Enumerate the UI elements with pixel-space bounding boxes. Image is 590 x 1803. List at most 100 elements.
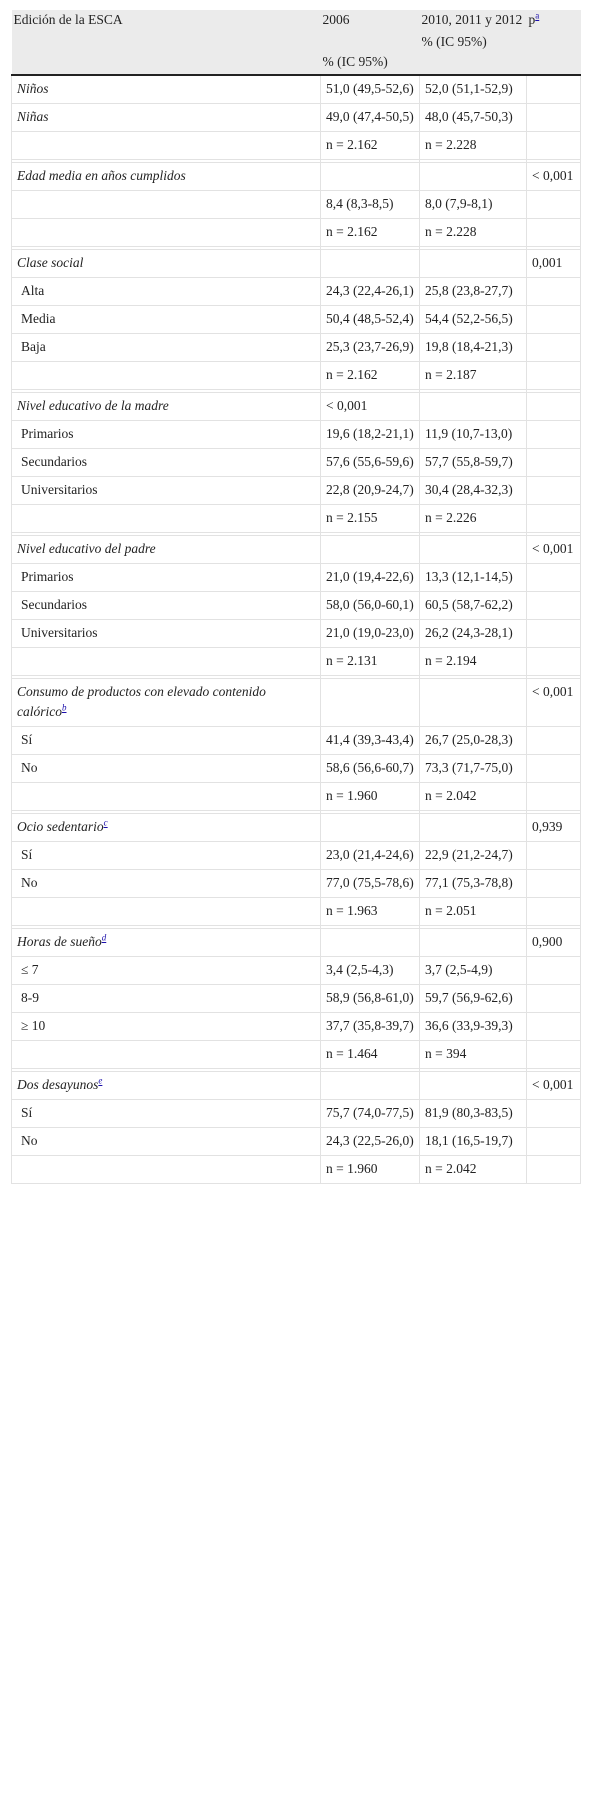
p-value-cell	[526, 74, 581, 104]
row-label: Media	[21, 311, 56, 326]
row-label: ≥ 10	[21, 1018, 46, 1033]
value-2010-2012-cell: 36,6 (33,9-39,3)	[419, 1012, 527, 1041]
value-2010-2012: 59,7 (56,9-62,6)	[425, 990, 513, 1005]
table-row: n = 2.162 n = 2.187	[11, 361, 581, 390]
value-2006-cell: n = 2.162	[320, 361, 420, 390]
footnote-e-link[interactable]: e	[98, 1075, 103, 1086]
value-2010-2012-cell: n = 2.226	[419, 504, 527, 533]
value-2006: 75,7 (74,0-77,5)	[326, 1105, 414, 1120]
value-2006-cell: 8,4 (8,3-8,5)	[320, 190, 420, 219]
table-row: Sí 75,7 (74,0-77,5) 81,9 (80,3-83,5)	[11, 1099, 581, 1128]
footnote-a-link[interactable]: a	[535, 10, 540, 21]
header-edicion: Edición de la ESCA	[11, 10, 321, 76]
row-label-cell: Niñas	[11, 103, 321, 132]
value-2010-2012-cell: 73,3 (71,7-75,0)	[419, 754, 527, 783]
value-2006: 21,0 (19,0-23,0)	[326, 625, 414, 640]
value-2006: n = 2.162	[326, 224, 378, 239]
value-2006-cell: 75,7 (74,0-77,5)	[320, 1099, 420, 1128]
value-2010-2012-cell: 3,7 (2,5-4,9)	[419, 956, 527, 985]
p-value-cell	[526, 392, 581, 421]
value-2006-cell: 19,6 (18,2-21,1)	[320, 420, 420, 449]
table-row: n = 1.963 n = 2.051	[11, 897, 581, 926]
row-label-cell	[11, 647, 321, 676]
value-2010-2012: n = 394	[425, 1046, 467, 1061]
value-2006: 51,0 (49,5-52,6)	[326, 81, 414, 96]
section-row: Niñas 49,0 (47,4-50,5) 48,0 (45,7-50,3)	[11, 103, 581, 132]
p-value-cell: 0,900	[526, 928, 581, 957]
header-2010-2012-label: 2010, 2011 y 2012	[421, 12, 523, 27]
p-value-cell	[526, 897, 581, 926]
p-value-cell	[526, 591, 581, 620]
table-row: Alta 24,3 (22,4-26,1) 25,8 (23,8-27,7)	[11, 277, 581, 306]
p-value-cell	[526, 1040, 581, 1069]
section-row: Ocio sedentarioc 0,939	[11, 813, 581, 842]
value-2010-2012-cell: n = 394	[419, 1040, 527, 1069]
p-value-cell	[526, 277, 581, 306]
p-value-cell	[526, 754, 581, 783]
table-row: ≥ 10 37,7 (35,8-39,7) 36,6 (33,9-39,3)	[11, 1012, 581, 1041]
p-value-cell	[526, 333, 581, 362]
p-value-cell	[526, 619, 581, 648]
p-value: 0,939	[532, 819, 563, 834]
value-2006: 37,7 (35,8-39,7)	[326, 1018, 414, 1033]
value-2010-2012-cell: 30,4 (28,4-32,3)	[419, 476, 527, 505]
value-2010-2012-cell	[419, 813, 527, 842]
row-label-cell	[11, 131, 321, 160]
value-2006-cell: n = 2.131	[320, 647, 420, 676]
row-label-cell: Media	[11, 305, 321, 334]
value-2010-2012: 73,3 (71,7-75,0)	[425, 760, 513, 775]
value-2006: 58,6 (56,6-60,7)	[326, 760, 414, 775]
value-2010-2012: 19,8 (18,4-21,3)	[425, 339, 513, 354]
table-row: Universitarios 21,0 (19,0-23,0) 26,2 (24,3…	[11, 619, 581, 648]
row-label-cell: Edad media en años cumplidos	[11, 162, 321, 191]
value-2006: 3,4 (2,5-4,3)	[326, 962, 394, 977]
footnote-d-link[interactable]: d	[101, 932, 107, 943]
header-row: Edición de la ESCA 2006 % (IC 95%) 2010,…	[11, 10, 581, 76]
value-2006-cell: < 0,001	[320, 392, 420, 421]
value-2006: 58,0 (56,0-60,1)	[326, 597, 414, 612]
value-2010-2012: 36,6 (33,9-39,3)	[425, 1018, 513, 1033]
value-2006-cell: n = 1.464	[320, 1040, 420, 1069]
table-row: No 77,0 (75,5-78,6) 77,1 (75,3-78,8)	[11, 869, 581, 898]
section-row: Nivel educativo del padre < 0,001	[11, 535, 581, 564]
value-2006-cell: n = 2.155	[320, 504, 420, 533]
value-2010-2012: 13,3 (12,1-14,5)	[425, 569, 513, 584]
value-2010-2012: 30,4 (28,4-32,3)	[425, 482, 513, 497]
section-row: Dos desayunose < 0,001	[11, 1071, 581, 1100]
value-2006: n = 1.960	[326, 788, 378, 803]
table-row: Media 50,4 (48,5-52,4) 54,4 (52,2-56,5)	[11, 305, 581, 334]
section-row: Edad media en años cumplidos < 0,001	[11, 162, 581, 191]
value-2006: n = 2.131	[326, 653, 378, 668]
table-row: n = 1.960 n = 2.042	[11, 1155, 581, 1184]
p-value-cell	[526, 420, 581, 449]
value-2006-cell: 41,4 (39,3-43,4)	[320, 726, 420, 755]
table-body: Niños 51,0 (49,5-52,6) 52,0 (51,1-52,9) Niñ…	[11, 74, 581, 1184]
row-label-cell	[11, 504, 321, 533]
section-title: Nivel educativo del padre	[17, 541, 156, 556]
header-p: pa	[526, 10, 581, 76]
p-value-cell	[526, 782, 581, 811]
row-label: Secundarios	[21, 454, 87, 469]
row-label-cell: Primarios	[11, 420, 321, 449]
row-label: Primarios	[21, 569, 74, 584]
table-row: n = 1.960 n = 2.042	[11, 782, 581, 811]
p-value-cell	[526, 1155, 581, 1184]
value-2006-cell: 57,6 (55,6-59,6)	[320, 448, 420, 477]
p-value: 0,900	[532, 934, 563, 949]
row-label: Universitarios	[21, 482, 98, 497]
table-row: n = 1.464 n = 394	[11, 1040, 581, 1069]
value-2010-2012-cell	[419, 249, 527, 278]
row-label-cell: Baja	[11, 333, 321, 362]
value-2006: 19,6 (18,2-21,1)	[326, 426, 414, 441]
value-2006-cell: 24,3 (22,4-26,1)	[320, 277, 420, 306]
p-value-cell	[526, 841, 581, 870]
p-value-cell	[526, 190, 581, 219]
value-2010-2012-cell	[419, 392, 527, 421]
footnote-c-link[interactable]: c	[103, 817, 108, 828]
section-title: Niñas	[17, 109, 49, 124]
header-2006-label: 2006	[322, 12, 350, 27]
footnote-b-link[interactable]: b	[62, 702, 67, 713]
value-2006-cell: n = 2.162	[320, 218, 420, 247]
value-2010-2012: 26,7 (25,0-28,3)	[425, 732, 513, 747]
